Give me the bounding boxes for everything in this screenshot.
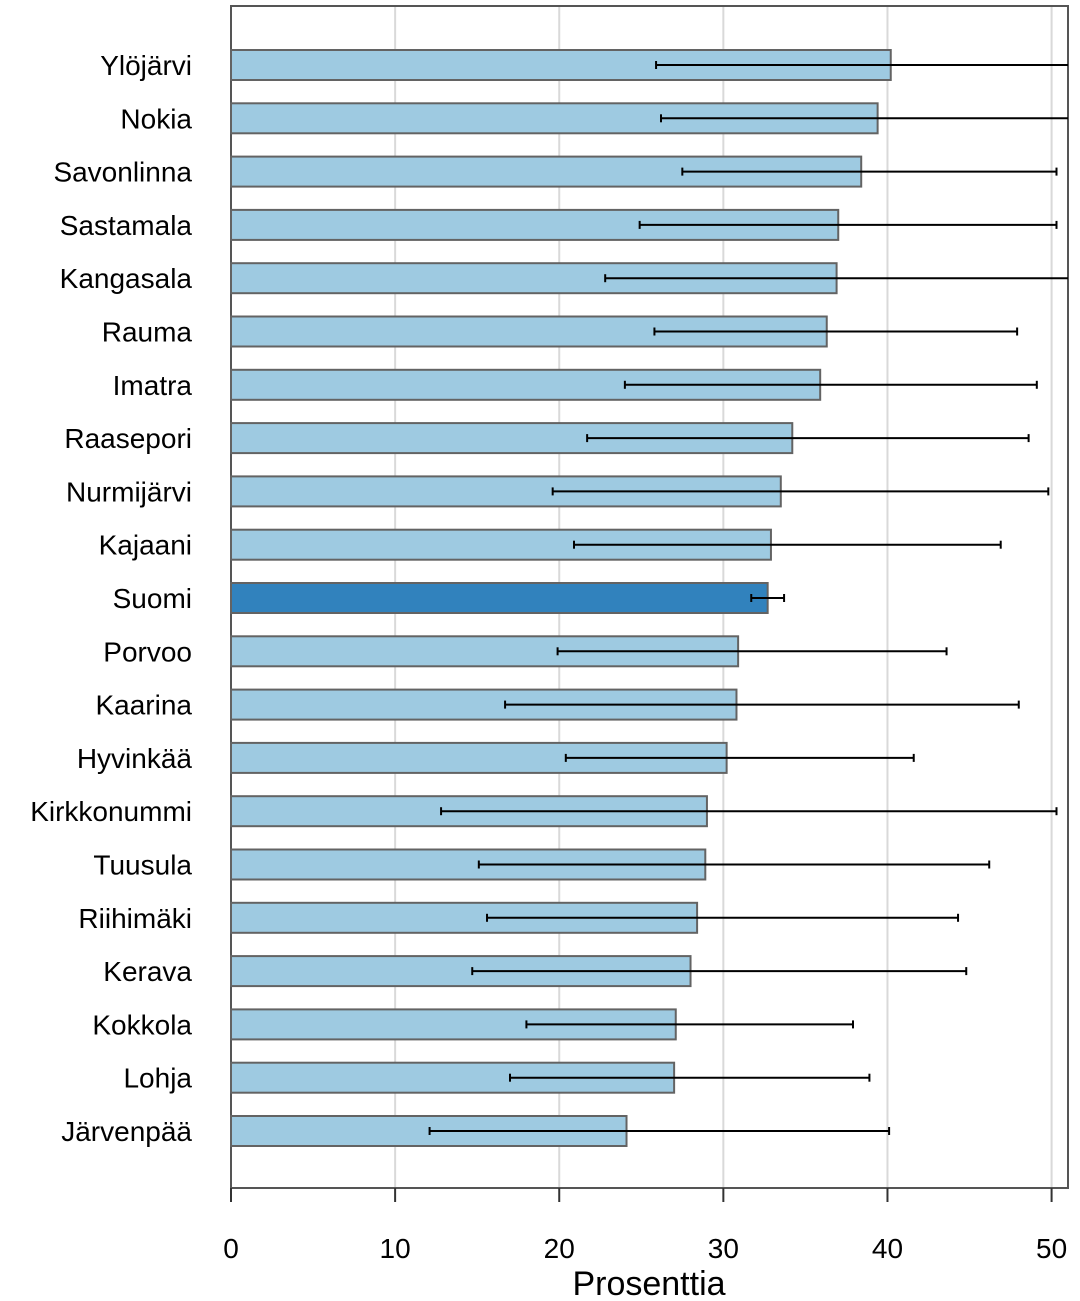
bar-layer: [230, 49, 892, 1147]
category-label-10: Suomi: [113, 583, 192, 614]
category-label-6: Imatra: [113, 370, 193, 401]
bar-10: [230, 582, 769, 614]
x-tick-label-50: 50: [1036, 1233, 1067, 1264]
category-label-9: Kajaani: [99, 530, 192, 561]
category-label-15: Tuusula: [93, 850, 192, 881]
category-label-13: Hyvinkää: [77, 743, 193, 774]
category-label-20: Järvenpää: [61, 1116, 192, 1147]
x-tick-label-40: 40: [872, 1233, 903, 1264]
category-label-5: Rauma: [102, 317, 193, 348]
x-axis: 0 10 20 30 40 50: [223, 1188, 1067, 1264]
category-label-0: Ylöjärvi: [100, 50, 192, 81]
category-label-7: Raasepori: [64, 423, 192, 454]
category-label-18: Kokkola: [92, 1009, 192, 1040]
error-bar-layer: [428, 61, 1068, 1135]
category-label-12: Kaarina: [95, 690, 192, 721]
x-tick-label-0: 0: [223, 1233, 239, 1264]
category-label-4: Kangasala: [60, 263, 193, 294]
x-tick-label-30: 30: [708, 1233, 739, 1264]
category-label-8: Nurmijärvi: [66, 476, 192, 507]
x-axis-title: Prosenttia: [572, 1265, 725, 1301]
category-label-14: Kirkkonummi: [30, 796, 192, 827]
category-label-3: Sastamala: [60, 210, 193, 241]
category-label-layer: Ylöjärvi Nokia Savonlinna Sastamala Kangasal…: [30, 50, 192, 1147]
category-label-1: Nokia: [120, 103, 192, 134]
category-label-17: Kerava: [103, 956, 192, 987]
category-label-11: Porvoo: [103, 636, 192, 667]
category-label-19: Lohja: [123, 1063, 192, 1094]
category-label-2: Savonlinna: [53, 157, 192, 188]
x-tick-label-20: 20: [544, 1233, 575, 1264]
x-tick-label-10: 10: [380, 1233, 411, 1264]
category-label-16: Riihimäki: [78, 903, 192, 934]
